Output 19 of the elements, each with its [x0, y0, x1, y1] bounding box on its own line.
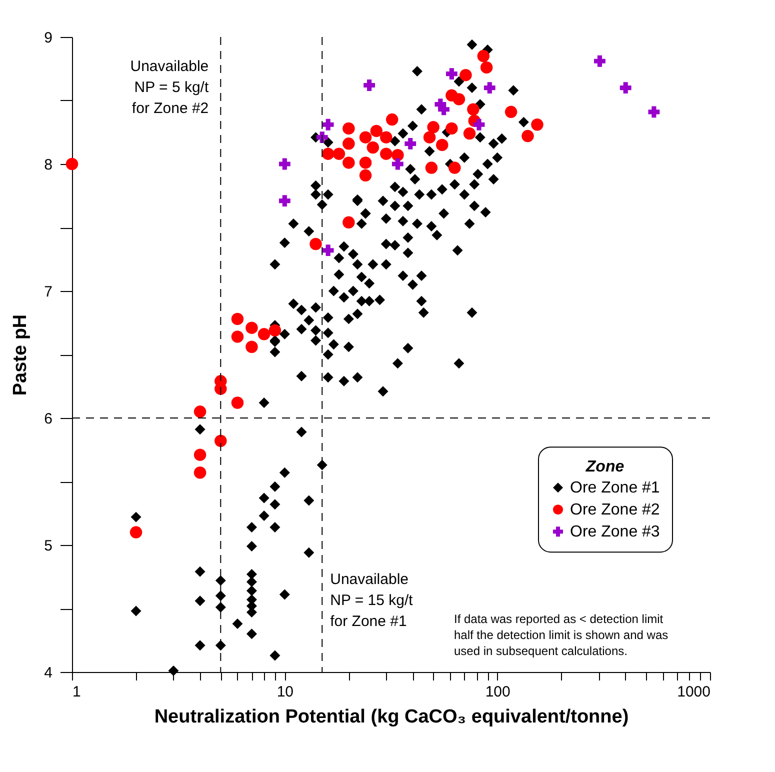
y-tick-label: 9 — [44, 30, 52, 46]
y-tick-label: 5 — [44, 538, 52, 554]
y-tick-label: 6 — [44, 410, 52, 428]
x-tick-label: 1000 — [677, 684, 710, 700]
legend-label: Ore Zone #1 — [570, 480, 660, 497]
y-tick-label: 8 — [44, 156, 52, 174]
x-tick-label: 100 — [485, 684, 510, 700]
y-axis-title: Paste pH — [10, 314, 32, 396]
legend-title: Zone — [584, 458, 624, 476]
x-tick-label: 1 — [72, 684, 81, 700]
ref-line-label: Unavailable NP = 15 kg/t for Zone #1 — [330, 571, 414, 630]
y-tick-label: 4 — [44, 664, 52, 682]
legend-label: Ore Zone #3 — [570, 524, 660, 541]
ref-line-label: Unavailable NP = 5 kg/t for Zone #2 — [130, 58, 210, 117]
x-tick-label: 10 — [276, 684, 294, 700]
y-tick-label: 7 — [44, 284, 52, 300]
x-axis-title: Neutralization Potential (kg CaCO₃ equivalent/tonne) — [154, 706, 629, 728]
annotation: If data was reported as < detection limit half the detection limit is shown and was used in subsequent calculations. — [454, 612, 668, 658]
legend-label: Ore Zone #2 — [570, 502, 660, 519]
